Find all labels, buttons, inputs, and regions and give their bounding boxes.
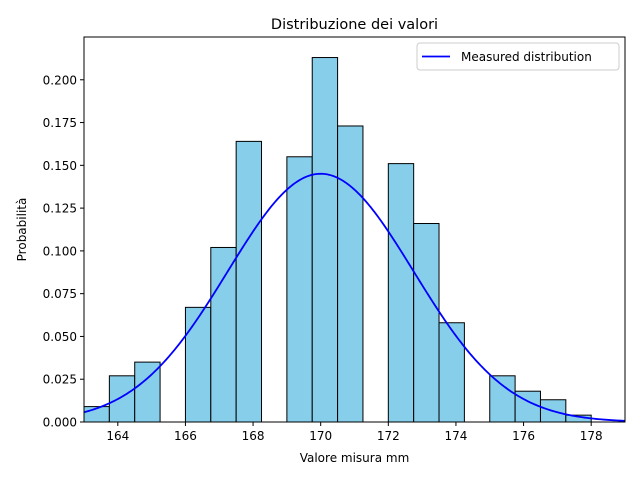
- y-tick-label: 0.100: [43, 244, 77, 258]
- y-tick-label: 0.200: [43, 73, 77, 87]
- histogram-bar: [337, 125, 364, 423]
- histogram-bar: [184, 306, 212, 423]
- chart-title: Distribuzione dei valori: [271, 17, 438, 33]
- histogram-bar: [210, 246, 237, 423]
- y-axis-label: Probabilità: [15, 198, 29, 262]
- legend: Measured distribution: [416, 42, 620, 71]
- x-tick-label: 172: [377, 429, 400, 443]
- y-tick-label: 0.050: [43, 330, 77, 344]
- x-tick-label: 176: [512, 429, 535, 443]
- plot-frame: [83, 36, 626, 423]
- x-tick-label: 174: [444, 429, 467, 443]
- y-axis-ticks: 0.000 0.025 0.050 0.075 0.100 0.125 0.150 0.175…: [43, 73, 84, 430]
- y-tick-label: 0.125: [43, 202, 77, 216]
- y-tick-label: 0.175: [43, 116, 77, 130]
- x-axis-label: Valore misura mm: [300, 451, 410, 465]
- histogram-bar: [489, 375, 516, 423]
- y-tick-label: 0.150: [43, 159, 77, 173]
- y-tick-label: 0.000: [43, 416, 77, 430]
- histogram-bar: [514, 390, 541, 423]
- histogram-bar: [387, 163, 415, 423]
- legend-box: [416, 42, 620, 71]
- bars-group: [83, 57, 592, 423]
- x-tick-label: 164: [106, 429, 129, 443]
- histogram-bar: [413, 223, 440, 423]
- curve-group: [83, 172, 626, 422]
- x-tick-label: 170: [309, 429, 332, 443]
- histogram-bar: [108, 375, 136, 423]
- histogram-bar: [235, 140, 263, 423]
- x-tick-label: 178: [580, 429, 603, 443]
- y-tick-label: 0.025: [43, 373, 77, 387]
- histogram-bar: [311, 57, 339, 423]
- legend-label: Measured distribution: [461, 50, 592, 64]
- histogram-bar: [286, 156, 313, 423]
- histogram-bar: [134, 361, 161, 423]
- y-tick-label: 0.075: [43, 287, 77, 301]
- normal-curve-line: [83, 172, 626, 422]
- histogram-bar: [438, 322, 465, 423]
- x-tick-label: 166: [174, 429, 197, 443]
- x-tick-label: 168: [242, 429, 265, 443]
- x-axis-ticks: 164 166 168 170 172 174 176 178: [106, 422, 603, 443]
